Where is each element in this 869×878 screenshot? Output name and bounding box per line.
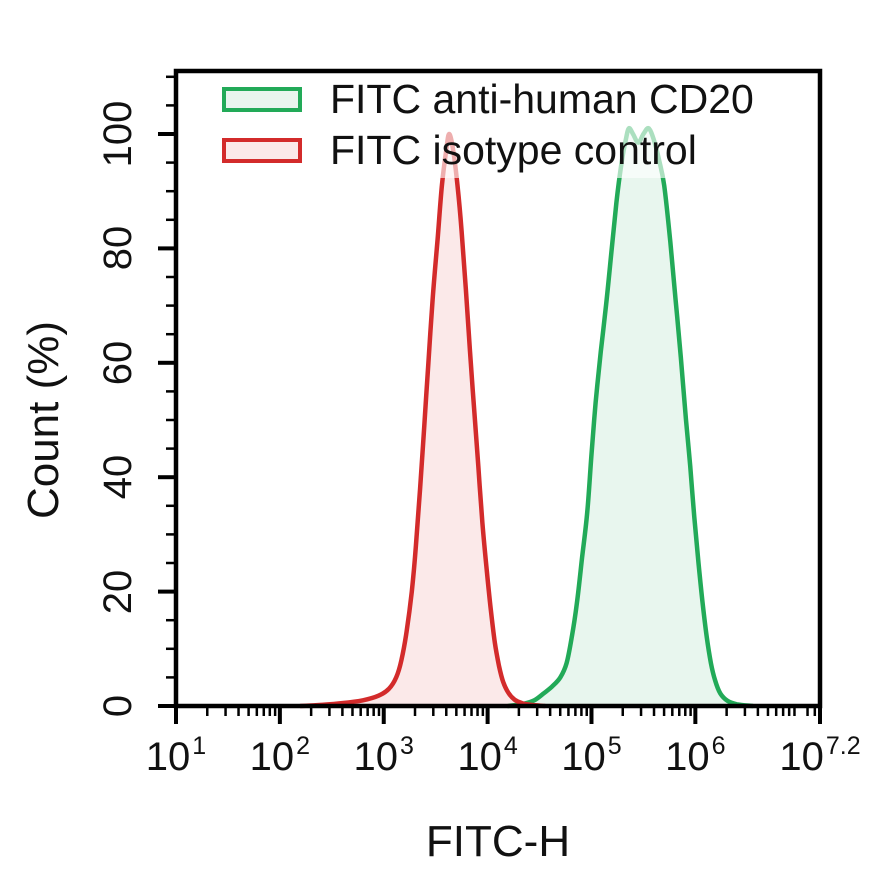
x-tick-label: 107.2 [779, 732, 861, 779]
x-tick-label: 101 [145, 732, 207, 779]
x-tick-label: 106 [665, 732, 726, 779]
series-fill-2 [300, 134, 545, 706]
legend-swatch-cd20 [222, 87, 302, 112]
legend-item-isotype: FITC isotype control [222, 127, 697, 173]
x-tick-label: 104 [457, 732, 518, 779]
y-tick-label: 0 [96, 694, 140, 718]
legend-swatch-isotype [222, 138, 302, 163]
x-tick-label: 102 [249, 732, 311, 779]
y-tick-label: 20 [96, 569, 140, 614]
plot-border [173, 68, 823, 709]
legend-label-cd20: FITC anti-human CD20 [330, 76, 754, 122]
series-fill-1 [508, 128, 753, 706]
y-tick-label: 80 [96, 226, 140, 271]
y-tick-label: 60 [96, 340, 140, 386]
y-tick-label: 100 [96, 100, 140, 168]
legend-backdrop [204, 74, 808, 178]
x-axis-title: FITC-H [425, 817, 571, 866]
y-axis-title: Count (%) [19, 320, 68, 520]
legend-item-cd20: FITC anti-human CD20 [222, 76, 754, 122]
y-tick-label: 40 [96, 454, 140, 500]
x-tick-label: 103 [353, 732, 414, 779]
x-tick-label: 105 [561, 732, 622, 779]
legend-label-isotype: FITC isotype control [330, 127, 697, 173]
